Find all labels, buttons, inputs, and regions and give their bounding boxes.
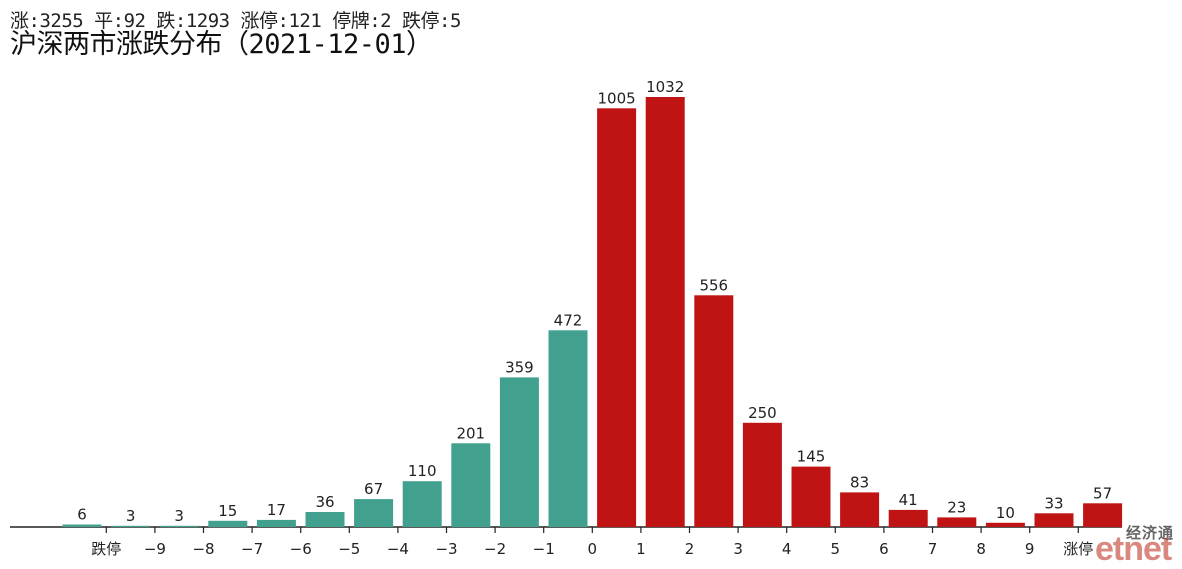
bar-down-6 [354, 499, 394, 527]
bar-down-4 [256, 519, 296, 527]
bar-value-label: 10 [996, 504, 1015, 522]
chart-title: 沪深两市涨跌分布（2021-12-01） [10, 29, 433, 60]
bar-up-18 [937, 517, 977, 527]
bar-up-21 [1083, 503, 1123, 528]
bar-value-label: 472 [554, 311, 583, 329]
x-tick-label: −6 [290, 540, 312, 558]
bar-up-17 [888, 509, 928, 527]
bar-value-label: 33 [1044, 494, 1063, 512]
x-tick-label: −3 [435, 540, 457, 558]
x-tick-label: 4 [782, 540, 792, 558]
bar-value-label: 1005 [598, 89, 636, 107]
bar-up-20 [1034, 513, 1074, 528]
x-tick-label: −4 [387, 540, 409, 558]
x-tick-label: 5 [831, 540, 841, 558]
bar-up-13 [694, 295, 734, 527]
x-tick-label: 9 [1025, 540, 1035, 558]
x-tick-label: −9 [144, 540, 166, 558]
watermark-cn-text: 经济通 [1126, 524, 1175, 542]
x-tick-label: 3 [733, 540, 743, 558]
bar-value-label: 110 [408, 462, 437, 480]
bar-up-19 [985, 522, 1025, 527]
bar-down-3 [208, 520, 248, 528]
x-tick-label: 0 [588, 540, 598, 558]
bar-value-label: 57 [1093, 484, 1112, 502]
bar-up-15 [791, 466, 831, 527]
x-tick-label: 1 [636, 540, 646, 558]
bar-value-label: 17 [267, 501, 286, 519]
market-stats-text: 涨:3255 平:92 跌:1293 涨停:121 停牌:2 跌停:5 [10, 10, 461, 32]
bar-up-11 [597, 108, 637, 528]
bar-down-7 [402, 481, 442, 527]
bar-value-label: 359 [505, 358, 534, 376]
bar-down-5 [305, 512, 345, 527]
x-tick-label: 8 [976, 540, 986, 558]
bar-value-label: 145 [797, 448, 826, 466]
watermark-logo: etnet [1095, 530, 1172, 568]
bar-down-9 [499, 377, 539, 527]
x-tick-label: −2 [484, 540, 506, 558]
bar-value-label: 6 [77, 506, 87, 524]
bar-value-label: 250 [748, 404, 777, 422]
bar-value-label: 23 [947, 498, 966, 516]
bar-value-label: 41 [899, 491, 918, 509]
x-tick-label: 涨停 [1063, 540, 1093, 558]
x-tick-label: 6 [879, 540, 889, 558]
x-tick-label: −5 [338, 540, 360, 558]
bar-up-12 [645, 97, 685, 527]
bar-value-label: 1032 [646, 78, 684, 96]
bar-down-1 [111, 525, 151, 528]
bar-value-label: 83 [850, 473, 869, 491]
bar-value-label: 556 [699, 276, 728, 294]
bar-down-10 [548, 330, 588, 527]
bar-down-0 [62, 524, 102, 527]
x-tick-label: 2 [685, 540, 695, 558]
bar-up-14 [742, 422, 782, 527]
bar-down-2 [159, 525, 199, 528]
x-tick-label: −8 [192, 540, 214, 558]
bar-value-label: 36 [315, 493, 334, 511]
bar-up-16 [840, 492, 880, 527]
x-tick-label: −1 [533, 540, 555, 558]
bar-value-label: 67 [364, 480, 383, 498]
bar-value-label: 15 [218, 502, 237, 520]
x-tick-label: 跌停 [91, 540, 121, 558]
bar-value-label: 3 [126, 507, 136, 525]
x-tick-label: −7 [241, 540, 263, 558]
bar-down-8 [451, 443, 491, 528]
x-tick-label: 7 [928, 540, 938, 558]
bar-value-label: 201 [456, 424, 485, 442]
bar-value-label: 3 [174, 507, 184, 525]
